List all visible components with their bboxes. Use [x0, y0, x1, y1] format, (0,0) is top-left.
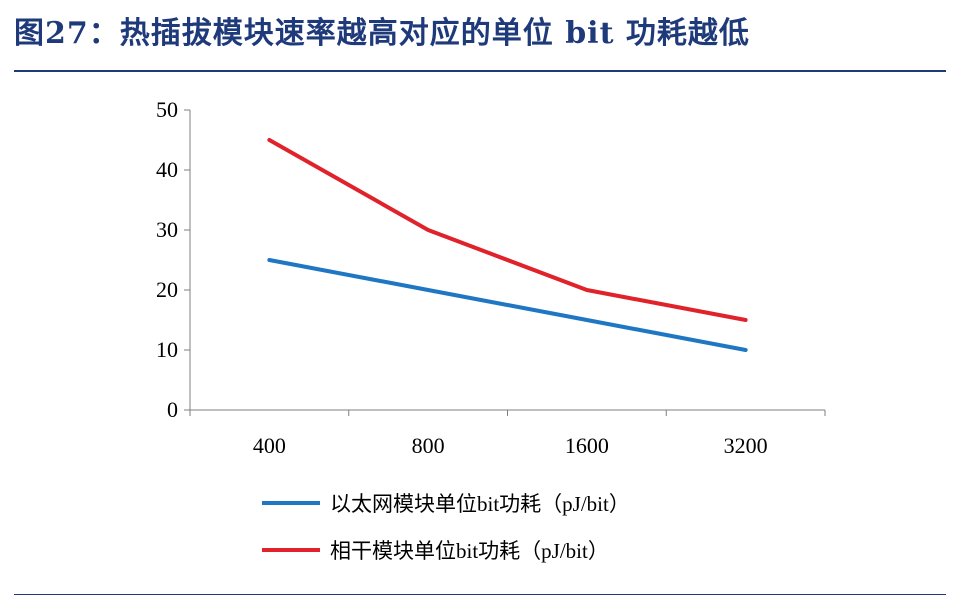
- series-line-1: [267, 258, 748, 352]
- x-tick-label: 3200: [724, 433, 768, 458]
- y-tick-label: 10: [156, 337, 178, 362]
- y-tick-label: 20: [156, 277, 178, 302]
- figure-title: 图27：热插拔模块速率越高对应的单位 bit 功耗越低: [14, 16, 750, 51]
- y-tick-label: 40: [156, 157, 178, 182]
- series-line-2: [267, 138, 748, 322]
- x-tick-label: 1600: [565, 433, 609, 458]
- chart-legend: 以太网模块单位bit功耗（pJ/bit） 相干模块单位bit功耗（pJ/bit）: [262, 492, 630, 563]
- bottom-rule: [14, 594, 946, 595]
- y-tick-label: 0: [167, 397, 178, 422]
- legend-label-2: 相干模块单位bit功耗（pJ/bit）: [330, 539, 609, 563]
- chart-axes: 0 10 20 30 40 50 400 800 1600 3200: [156, 97, 826, 458]
- y-tick-label: 30: [156, 217, 178, 242]
- x-tick-label: 400: [253, 433, 286, 458]
- title-underline: [14, 70, 946, 72]
- legend-label-1: 以太网模块单位bit功耗（pJ/bit）: [330, 492, 630, 516]
- chart-series: [267, 138, 748, 352]
- x-tick-label: 800: [412, 433, 445, 458]
- y-tick-label: 50: [156, 97, 178, 122]
